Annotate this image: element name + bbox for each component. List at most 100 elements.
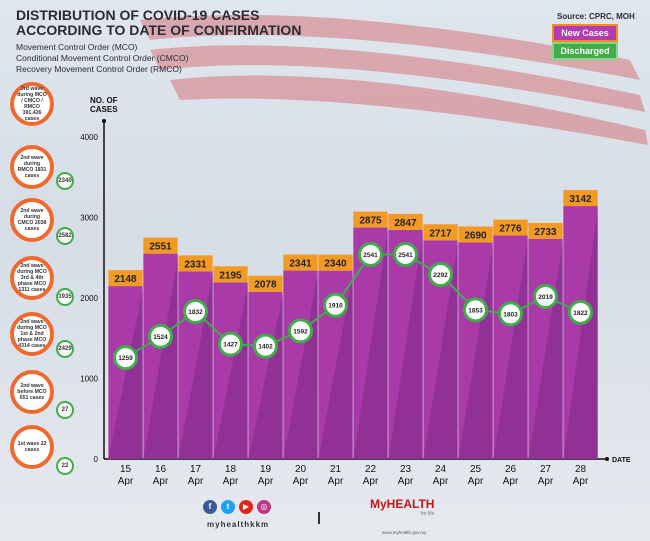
bar-new-cases: 2717 [423, 224, 458, 459]
x-tick-label: 17 Apr [188, 464, 204, 487]
discharged-value-label: 1592 [293, 328, 308, 335]
x-tick-day: 27 [540, 464, 552, 475]
wave-circle: 2nd wave before MCO 651 cases [10, 370, 54, 414]
bar-value-label: 2341 [289, 259, 312, 270]
flag-background [140, 15, 648, 145]
bar-value-label: 2733 [534, 227, 557, 238]
bar-value-label: 2847 [394, 218, 417, 229]
bar-new-cases: 2690 [458, 226, 493, 459]
instagram-icon[interactable]: ◎ [257, 500, 271, 514]
x-tick-day: 17 [190, 464, 202, 475]
bar-new-cases: 3142 [563, 190, 598, 459]
x-tick-month: Apr [188, 476, 204, 487]
x-tick-month: Apr [573, 476, 589, 487]
x-tick-label: 18 Apr [223, 464, 239, 487]
x-tick-month: Apr [538, 476, 554, 487]
facebook-icon[interactable]: f [203, 500, 217, 514]
youtube-icon[interactable]: ▶ [239, 500, 253, 514]
discharged-point: 1259 [113, 345, 138, 371]
logo-text: MyHEALTH [370, 497, 435, 511]
wave-badge: 22 [56, 457, 74, 475]
bar-value-label: 2776 [499, 224, 522, 235]
x-tick-month: Apr [223, 476, 239, 487]
bar-value-label: 3142 [569, 194, 592, 205]
x-tick-label: 24 Apr [433, 464, 449, 487]
discharged-marker [428, 261, 453, 287]
x-tick-month: Apr [293, 476, 309, 487]
bar-value-cap [423, 224, 458, 241]
x-tick-day: 22 [365, 464, 377, 475]
bar-value-label: 2340 [324, 259, 347, 270]
x-tick-month: Apr [503, 476, 519, 487]
x-tick-month: Apr [153, 476, 169, 487]
legend-discharged: Discharged [552, 42, 618, 60]
y-tick-label: 2000 [80, 294, 98, 303]
discharged-marker [568, 299, 593, 325]
x-tick-month: Apr [433, 476, 449, 487]
bar-value-cap [318, 254, 353, 271]
bar-shade [283, 274, 318, 459]
x-tick-month: Apr [468, 476, 484, 487]
discharged-point: 2292 [428, 261, 453, 287]
discharged-marker [218, 331, 243, 357]
bar-shade [423, 244, 458, 459]
bar-value-cap [143, 237, 178, 254]
discharged-marker [288, 318, 313, 344]
twitter-icon[interactable]: t [221, 500, 235, 514]
discharged-value-label: 1832 [188, 309, 203, 316]
bar-new-cases: 2733 [528, 222, 563, 459]
x-tick-day: 26 [505, 464, 517, 475]
discharged-marker [148, 323, 173, 349]
myhealth-logo: MyHEALTH for life [370, 497, 434, 517]
social-icons: f t ▶ ◎ [203, 500, 271, 514]
y-tick-label: 4000 [80, 133, 98, 142]
discharged-marker [323, 292, 348, 318]
bar-value-cap [283, 254, 318, 271]
bar-value-cap [353, 211, 388, 228]
x-tick-day: 28 [575, 464, 587, 475]
discharged-value-label: 1822 [573, 310, 588, 317]
wave-badge: 2582 [56, 227, 74, 245]
discharged-marker [358, 241, 383, 267]
logo-url: www.myhealth.gov.my [382, 530, 427, 535]
bar-new-cases: 2776 [493, 219, 528, 459]
logo-tagline: for life [420, 511, 435, 517]
wave-circle: 3rd wave during MCO / CMCO / RMCO 391,42… [10, 82, 54, 126]
bar-new-cases: 2551 [143, 237, 178, 459]
bar-shade [248, 295, 283, 459]
discharged-marker [253, 333, 278, 359]
x-tick-label: 23 Apr [398, 464, 414, 487]
page-title: DISTRIBUTION OF COVID-19 CASES ACCORDING… [16, 7, 302, 38]
bar-value-cap [458, 226, 493, 243]
bar-value-label: 2875 [359, 216, 382, 227]
discharged-value-label: 2541 [398, 252, 413, 259]
discharged-marker [498, 301, 523, 327]
bar-value-cap [493, 219, 528, 236]
y-tick-label: 1000 [80, 375, 98, 384]
x-tick-label: 19 Apr [258, 464, 274, 487]
discharged-marker [533, 283, 558, 309]
discharged-point: 2541 [393, 241, 418, 267]
discharged-value-label: 1803 [503, 311, 518, 318]
bar-value-cap [528, 222, 563, 239]
discharged-point: 1402 [253, 333, 278, 359]
bar-value-label: 2148 [114, 274, 137, 285]
x-tick-day: 24 [435, 464, 447, 475]
bar-new-cases: 2340 [318, 254, 353, 459]
bar-value-label: 2331 [184, 259, 207, 270]
x-tick-month: Apr [328, 476, 344, 487]
legend-new-cases: New Cases [552, 24, 618, 42]
y-tick-label: 0 [94, 455, 99, 464]
bar-shade [563, 210, 598, 459]
bar-value-cap [178, 255, 213, 272]
discharged-marker [183, 299, 208, 325]
x-tick-label: 25 Apr [468, 464, 484, 487]
x-tick-day: 18 [225, 464, 237, 475]
wave-circle: 1st wave 22 cases [10, 425, 54, 469]
discharged-point: 2019 [533, 283, 558, 309]
y-axis-dot [102, 119, 106, 123]
discharged-point: 2541 [358, 241, 383, 267]
bar-shade [213, 286, 248, 459]
